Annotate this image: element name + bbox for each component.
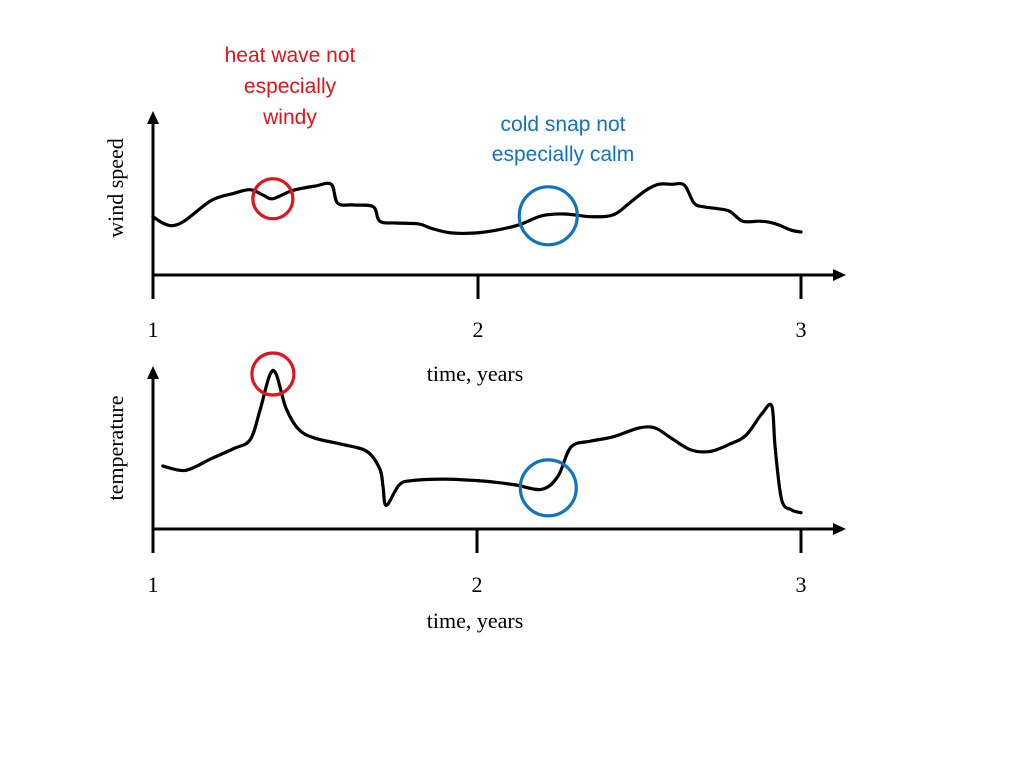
temp-tick-label-1: 1 — [148, 572, 159, 597]
temp-markers — [250, 351, 578, 518]
cold-annotation-line-2: especially calm — [492, 143, 634, 166]
temp-tick-label-2: 2 — [472, 572, 483, 597]
cold-snap-annotation: cold snap not especially calm — [492, 113, 634, 166]
wind-y-axis-title: wind speed — [103, 138, 128, 238]
wind-curve-group — [151, 181, 803, 235]
wind-cold-snap-circle — [517, 185, 579, 247]
temp-y-axis-title: temperature — [103, 395, 128, 500]
temp-series-line — [161, 368, 803, 515]
temp-axes — [147, 366, 846, 553]
temp-curve-group — [161, 368, 803, 515]
wind-speed-chart: 1 2 3 time, years wind speed — [103, 111, 846, 386]
temp-x-axis-arrow — [833, 523, 846, 535]
temp-x-axis-title: time, years — [427, 608, 524, 633]
temp-y-axis-arrow — [147, 366, 159, 379]
heat-annotation-line-3: windy — [262, 106, 317, 129]
wind-x-axis-title: time, years — [427, 361, 524, 386]
wind-tick-label-2: 2 — [473, 317, 484, 342]
wind-x-axis-arrow — [833, 269, 846, 281]
wind-axes — [147, 111, 846, 299]
temperature-chart: 1 2 3 time, years temperature — [103, 351, 846, 633]
wind-heat-wave-circle — [251, 177, 295, 221]
wind-y-axis-arrow — [147, 111, 159, 124]
heat-wave-annotation: heat wave not especially windy — [225, 44, 356, 129]
wind-tick-label-3: 3 — [796, 317, 807, 342]
temp-heat-wave-circle — [250, 351, 296, 397]
cold-annotation-line-1: cold snap not — [501, 113, 626, 136]
temp-cold-snap-circle — [518, 458, 578, 518]
wind-series-line — [151, 181, 803, 235]
temp-tick-label-3: 3 — [796, 572, 807, 597]
wind-tick-label-1: 1 — [148, 317, 159, 342]
heat-annotation-line-1: heat wave not — [225, 44, 356, 67]
wind-markers — [251, 177, 579, 247]
heat-annotation-line-2: especially — [244, 75, 337, 98]
